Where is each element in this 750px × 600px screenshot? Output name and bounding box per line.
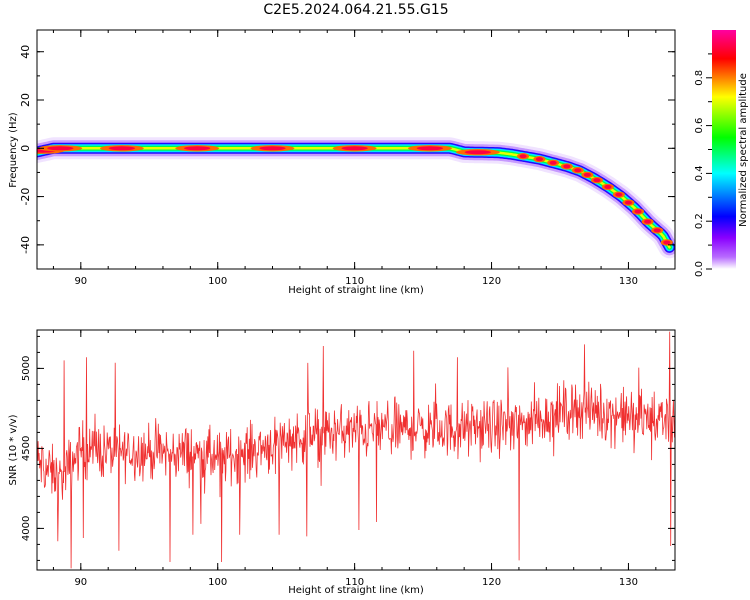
- snr-frame: [36, 329, 676, 571]
- figure-title: C2E5.2024.064.21.55.G15: [263, 2, 448, 18]
- ridge-peak: [108, 146, 136, 151]
- spec-x-label: 90: [74, 276, 87, 287]
- colorbar-tick-label: 0.6: [694, 118, 705, 134]
- spec-x-label: 130: [619, 276, 638, 287]
- ridge-peak: [604, 184, 612, 189]
- colorbar-gradient: [712, 30, 736, 269]
- spectrogram-x-label: Height of straight line (km): [288, 285, 424, 296]
- snr-series: [37, 331, 675, 569]
- ridge-peak: [183, 146, 211, 151]
- colorbar-tick-label: 0.8: [694, 70, 705, 86]
- ridge-peak: [519, 154, 527, 159]
- spec-y-label: 40: [19, 45, 32, 59]
- spec-y-label: -20: [19, 188, 32, 206]
- colorbar-tick-label: 0.2: [694, 213, 705, 229]
- ridge-peak: [464, 150, 492, 155]
- snr-x-label: 120: [482, 577, 501, 588]
- snr-x-label: 130: [619, 577, 638, 588]
- spectrogram-x-ticks: 90 100 110 120 130: [52, 30, 657, 287]
- snr-x-label: Height of straight line (km): [288, 585, 424, 596]
- ridge-band-1: [37, 140, 675, 256]
- spectrogram-ridge: [37, 137, 675, 259]
- snr-x-label: 90: [74, 577, 87, 588]
- spectrogram-frame: [36, 29, 676, 270]
- ridge-peak: [624, 200, 633, 205]
- ridge-peak: [416, 146, 444, 151]
- spec-y-label: -40: [19, 236, 32, 254]
- ridge-peak: [341, 146, 368, 151]
- colorbar-ticks: 0.0 0.2 0.4 0.6 0.8: [694, 53, 712, 277]
- colorbar-tick-label: 0.0: [694, 261, 705, 277]
- snr-y-label: 5000: [21, 356, 32, 381]
- colorbar: 0.0 0.2 0.4 0.6 0.8 Normalized spectral ampl…: [694, 30, 749, 277]
- spectrogram-y-ticks: -40 -20 0 20 40: [19, 45, 675, 270]
- snr-y-label: SNR (10 * v/v): [8, 414, 19, 485]
- ridge-peak: [644, 219, 652, 224]
- snr-x-label: 100: [208, 577, 227, 588]
- snr-y-label: 4000: [21, 516, 32, 541]
- colorbar-label: Normalized spectral amplitude: [738, 73, 749, 227]
- spec-y-label: 0: [19, 145, 32, 152]
- ridge-peak: [583, 172, 591, 177]
- ridge-peak: [615, 192, 623, 197]
- snr-y-label: 4500: [21, 436, 32, 461]
- ridge-peak: [259, 146, 286, 151]
- ridge-peak: [549, 160, 557, 165]
- spec-x-label: 100: [208, 276, 227, 287]
- ridge-peak: [574, 168, 582, 173]
- spectrogram-y-label: Frequency (Hz): [8, 112, 19, 188]
- colorbar-tick-label: 0.4: [694, 165, 705, 181]
- ridge-peak: [563, 164, 571, 169]
- spec-y-label: 20: [19, 93, 32, 107]
- spec-x-label: 120: [482, 276, 501, 287]
- ridge-peak: [535, 157, 544, 162]
- ridge-peak: [47, 146, 74, 151]
- spectrogram-panel: 90 100 110 120 130 -40 -20 0 20 40 Height of str…: [8, 29, 676, 296]
- snr-x-label: 110: [345, 577, 364, 588]
- ridge-peak: [634, 209, 642, 214]
- ridge-peak: [593, 178, 601, 183]
- ridge-peak: [653, 228, 661, 233]
- snr-panel: 90 100 110 120 130 4000 4500 5000 Height of st…: [8, 329, 676, 596]
- snr-x-ticks: 90 100 110 120 130: [52, 330, 657, 588]
- ridge-peak: [663, 240, 671, 245]
- snr-y-ticks: 4000 4500 5000: [21, 335, 675, 561]
- spec-x-label: 110: [345, 276, 364, 287]
- snr-line: [37, 331, 675, 569]
